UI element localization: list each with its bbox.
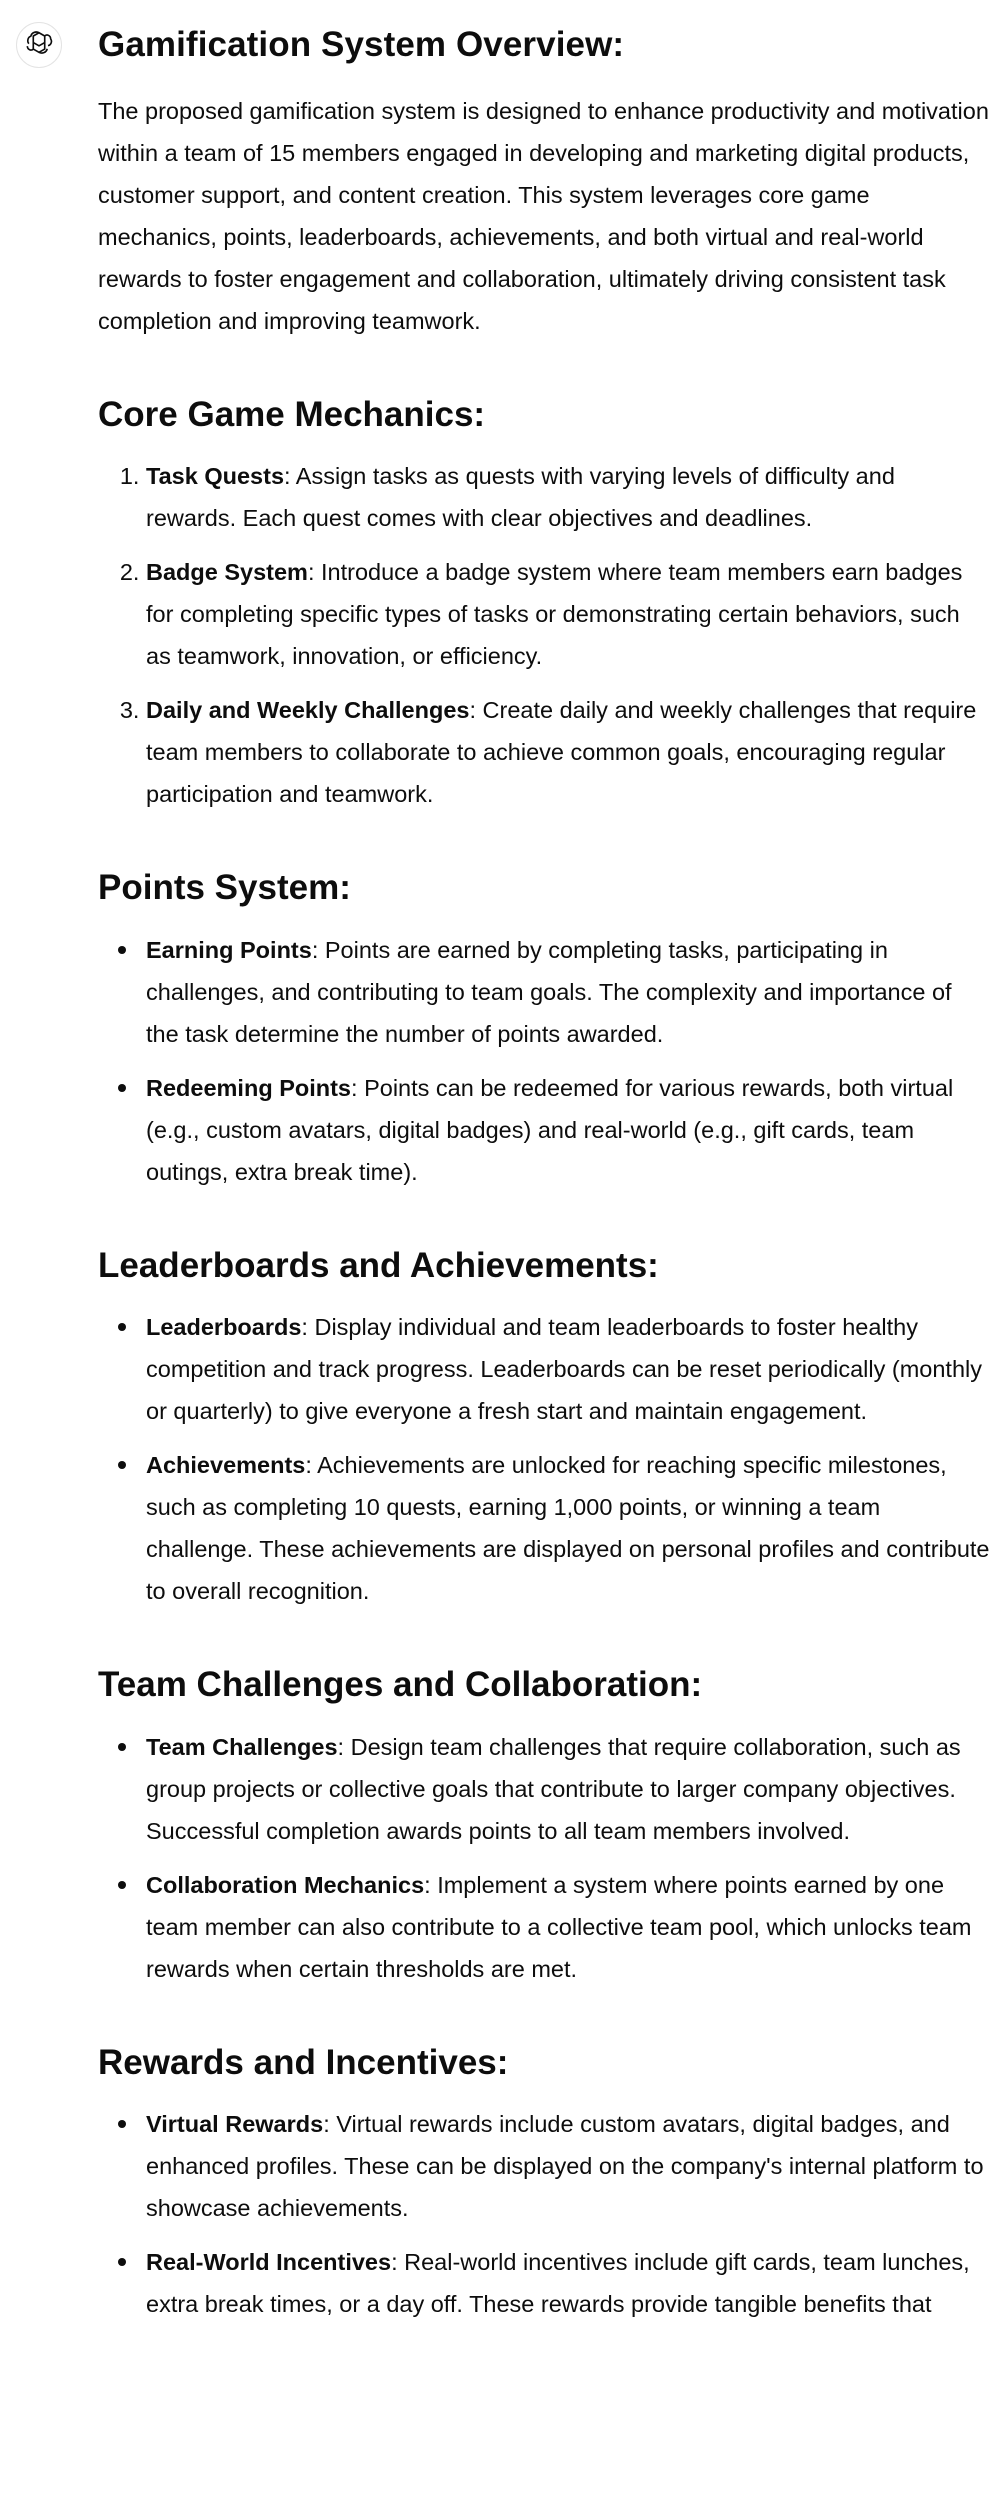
bullet (118, 2258, 126, 2266)
assistant-avatar (16, 22, 62, 68)
section-heading-core: Core Game Mechanics: (98, 394, 486, 434)
intro-paragraph: The proposed gamification system is desi… (98, 97, 989, 334)
list-item: Badge System: Introduce a badge system w… (146, 551, 990, 677)
list-item: Earning Points: Points are earned by com… (118, 929, 990, 1055)
bullet (118, 1742, 126, 1751)
list-item: Leaderboards: Display individual and tea… (118, 1306, 990, 1432)
bullet (118, 1083, 126, 1092)
list-item: Task Quests: Assign tasks as quests with… (146, 455, 990, 539)
bullet (118, 2120, 126, 2128)
section-heading-team: Team Challenges and Collaboration: (98, 1665, 703, 1704)
section-heading-leaderboards: Leaderboards and Achievements: (98, 1245, 659, 1285)
openai-logo-icon (25, 29, 53, 62)
list-item: Collaboration Mechanics: Implement a sys… (118, 1864, 990, 1990)
bullet (118, 945, 126, 954)
section-heading-rewards: Rewards and Incentives: (98, 2042, 509, 2082)
team-list: Team Challenges: Design team challenges … (98, 1726, 990, 1990)
list-item: Achievements: Achievements are unlocked … (118, 1444, 990, 1612)
section-heading-points: Points System: (98, 868, 351, 907)
assistant-message: Gamification System Overview: The propos… (98, 22, 990, 2337)
bullet (118, 1880, 126, 1889)
list-item: Team Challenges: Design team challenges … (118, 1726, 990, 1852)
list-item: Daily and Weekly Challenges: Create dail… (146, 689, 990, 815)
list-item: Real-World Incentives: Real-world incent… (118, 2241, 990, 2325)
core-mechanics-list: Task Quests: Assign tasks as quests with… (98, 455, 990, 815)
page-title: Gamification System Overview: (98, 25, 625, 64)
list-item: Virtual Rewards: Virtual rewards include… (118, 2103, 990, 2229)
rewards-list: Virtual Rewards: Virtual rewards include… (98, 2103, 990, 2325)
points-list: Earning Points: Points are earned by com… (98, 929, 990, 1193)
bullet (118, 1461, 126, 1469)
list-item: Redeeming Points: Points can be redeemed… (118, 1067, 990, 1193)
bullet (118, 1323, 126, 1331)
leaderboards-list: Leaderboards: Display individual and tea… (98, 1306, 990, 1612)
